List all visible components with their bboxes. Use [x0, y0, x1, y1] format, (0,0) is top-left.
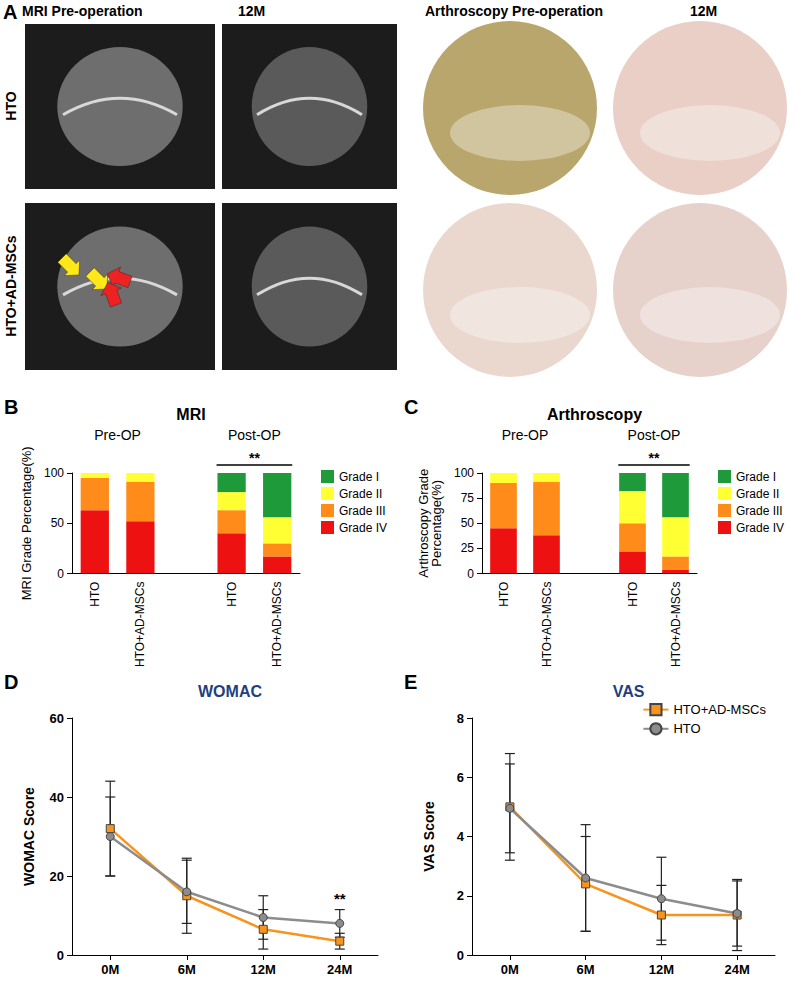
svg-text:40: 40 [50, 790, 64, 805]
svg-text:MRI: MRI [176, 406, 205, 423]
svg-text:0: 0 [457, 948, 464, 963]
svg-text:Pre-OP: Pre-OP [502, 427, 549, 443]
svg-text:6M: 6M [178, 962, 196, 977]
svg-text:**: ** [334, 890, 346, 907]
svg-text:25: 25 [461, 541, 475, 555]
svg-text:HTO+AD-MSCs: HTO+AD-MSCs [3, 235, 19, 336]
svg-text:Arthroscopy Pre-operation: Arthroscopy Pre-operation [425, 3, 603, 19]
svg-text:HTO: HTO [225, 582, 239, 607]
svg-text:Pre-OP: Pre-OP [94, 427, 141, 443]
svg-text:50: 50 [461, 516, 475, 530]
svg-text:20: 20 [50, 869, 64, 884]
svg-text:Grade I: Grade I [339, 470, 379, 484]
svg-text:VAS Score: VAS Score [421, 801, 437, 872]
svg-text:Post-OP: Post-OP [628, 427, 681, 443]
svg-text:MRI Grade Percentage(%): MRI Grade Percentage(%) [19, 446, 34, 600]
svg-text:Arthroscopy Grade: Arthroscopy Grade [416, 468, 432, 578]
svg-text:HTO: HTO [497, 582, 511, 607]
svg-text:HTO: HTO [626, 582, 640, 607]
svg-text:2: 2 [457, 888, 464, 903]
svg-text:0M: 0M [501, 962, 519, 977]
svg-text:12M: 12M [649, 962, 674, 977]
svg-text:A: A [3, 1, 17, 23]
svg-text:Post-OP: Post-OP [228, 427, 281, 443]
svg-text:HTO+AD-MSCs: HTO+AD-MSCs [673, 702, 766, 717]
svg-text:VAS: VAS [613, 683, 645, 700]
svg-text:Arthroscopy: Arthroscopy [547, 406, 642, 423]
svg-text:60: 60 [50, 711, 64, 726]
svg-text:HTO+AD-MSCs: HTO+AD-MSCs [270, 582, 284, 667]
svg-text:75: 75 [461, 491, 475, 505]
svg-text:WOMAC: WOMAC [198, 683, 262, 700]
svg-text:0: 0 [57, 567, 64, 581]
svg-text:C: C [404, 396, 418, 418]
svg-text:Grade I: Grade I [736, 470, 776, 484]
svg-text:24M: 24M [724, 962, 749, 977]
svg-text:E: E [404, 671, 417, 693]
svg-text:6M: 6M [577, 962, 595, 977]
svg-text:HTO: HTO [88, 582, 102, 607]
svg-text:WOMAC Score: WOMAC Score [21, 787, 37, 886]
svg-text:100: 100 [44, 466, 64, 480]
svg-text:12M: 12M [251, 962, 276, 977]
svg-text:8: 8 [457, 711, 464, 726]
svg-text:Percentage(%): Percentage(%) [429, 480, 444, 567]
svg-text:Grade II: Grade II [736, 487, 779, 501]
svg-text:MRI Pre-operation: MRI Pre-operation [22, 3, 143, 19]
svg-text:6: 6 [457, 770, 464, 785]
svg-text:HTO: HTO [673, 721, 700, 736]
svg-text:**: ** [649, 450, 660, 466]
svg-text:100: 100 [454, 466, 474, 480]
svg-text:HTO: HTO [3, 91, 19, 120]
svg-text:Grade IV: Grade IV [339, 521, 387, 535]
svg-text:HTO+AD-MSCs: HTO+AD-MSCs [669, 582, 683, 667]
svg-text:**: ** [249, 450, 260, 466]
svg-text:4: 4 [457, 829, 465, 844]
svg-text:0: 0 [467, 567, 474, 581]
svg-text:24M: 24M [327, 962, 352, 977]
svg-text:0M: 0M [101, 962, 119, 977]
svg-text:D: D [4, 671, 18, 693]
svg-text:Grade III: Grade III [736, 504, 783, 518]
svg-text:HTO+AD-MSCs: HTO+AD-MSCs [540, 582, 554, 667]
svg-text:Grade III: Grade III [339, 504, 386, 518]
svg-text:12M: 12M [238, 3, 265, 19]
svg-text:Grade IV: Grade IV [736, 521, 784, 535]
svg-text:50: 50 [51, 516, 65, 530]
svg-text:HTO+AD-MSCs: HTO+AD-MSCs [133, 582, 147, 667]
svg-text:B: B [4, 396, 18, 418]
svg-text:12M: 12M [690, 3, 717, 19]
svg-text:0: 0 [57, 948, 64, 963]
svg-text:Grade II: Grade II [339, 487, 382, 501]
